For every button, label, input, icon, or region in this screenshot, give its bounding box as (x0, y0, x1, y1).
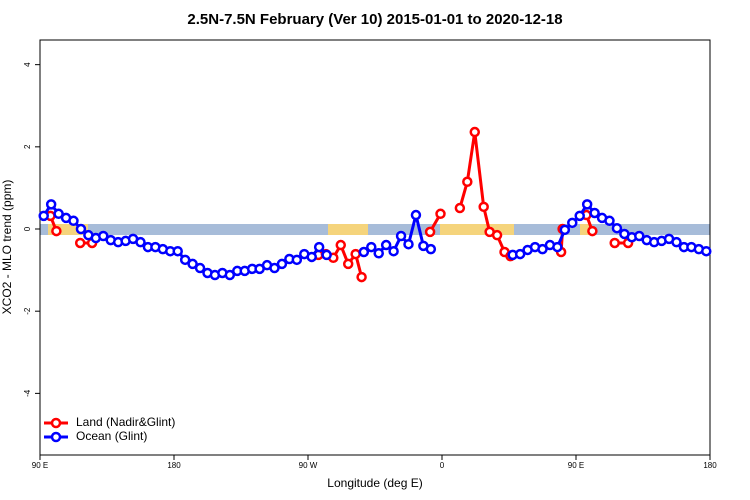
point (388, 245, 399, 257)
point (269, 262, 280, 274)
surface-band (40, 224, 710, 235)
point (335, 239, 347, 251)
y-tick-label: 2 (23, 144, 32, 149)
chart-title: 2.5N-7.5N February (Ver 10) 2015-01-01 t… (187, 11, 562, 28)
point (567, 217, 578, 229)
point (194, 262, 206, 274)
point (321, 249, 332, 261)
point (53, 208, 64, 220)
point (68, 215, 79, 227)
point (701, 245, 712, 257)
y-tick-label: -4 (23, 389, 32, 397)
y-tick-label: 4 (23, 62, 32, 67)
y-tick-label: 0 (23, 226, 32, 231)
point (609, 237, 620, 249)
point (51, 225, 62, 237)
point (135, 236, 146, 248)
point (98, 230, 109, 242)
point (552, 241, 563, 253)
point (454, 202, 466, 214)
point (537, 243, 548, 255)
x-tick-label: 90 W (299, 461, 318, 470)
land-band (328, 224, 368, 235)
point (462, 176, 473, 188)
point (366, 241, 377, 253)
point (478, 201, 489, 213)
point (313, 241, 325, 253)
x-tick-label: 180 (167, 461, 181, 470)
point (342, 258, 354, 270)
point (424, 226, 436, 238)
point (358, 246, 370, 258)
point (469, 126, 481, 138)
land-band (48, 224, 88, 235)
point (356, 271, 367, 283)
point (45, 199, 57, 210)
x-tick-label: 90 E (568, 461, 584, 470)
point (587, 225, 598, 237)
point (559, 224, 571, 236)
point (589, 207, 600, 219)
point (306, 251, 317, 263)
point (380, 239, 392, 251)
x-tick-label: 90 E (32, 461, 48, 470)
legend-marker (50, 431, 62, 443)
land-band (580, 224, 592, 235)
x-axis-label: Longitude (deg E) (327, 476, 422, 490)
point (224, 269, 236, 281)
point (581, 199, 593, 210)
point (395, 230, 407, 242)
y-tick-label: -2 (23, 307, 32, 315)
point (373, 248, 384, 259)
ocean-band (40, 224, 710, 235)
point (276, 258, 288, 270)
point (671, 236, 682, 248)
x-tick-label: 0 (440, 461, 445, 470)
point (74, 237, 86, 249)
point (403, 238, 414, 250)
point (425, 243, 437, 255)
point (410, 209, 422, 221)
land-band (440, 224, 514, 235)
point (634, 230, 645, 242)
point (187, 258, 198, 270)
point (604, 215, 615, 227)
legend-marker (50, 417, 62, 429)
point (611, 222, 623, 234)
x-tick-label: 180 (703, 461, 717, 470)
y-axis-label: XCO2 - MLO trend (ppm) (0, 180, 14, 315)
point (491, 229, 503, 241)
point (179, 254, 191, 266)
point (350, 248, 361, 260)
point (75, 223, 87, 235)
legend-label: Land (Nadir&Glint) (76, 415, 175, 429)
legend-label: Ocean (Glint) (76, 429, 147, 443)
point (514, 248, 526, 260)
point (291, 254, 303, 266)
point (38, 210, 49, 222)
point (574, 210, 585, 222)
point (435, 208, 446, 220)
point (172, 245, 183, 257)
